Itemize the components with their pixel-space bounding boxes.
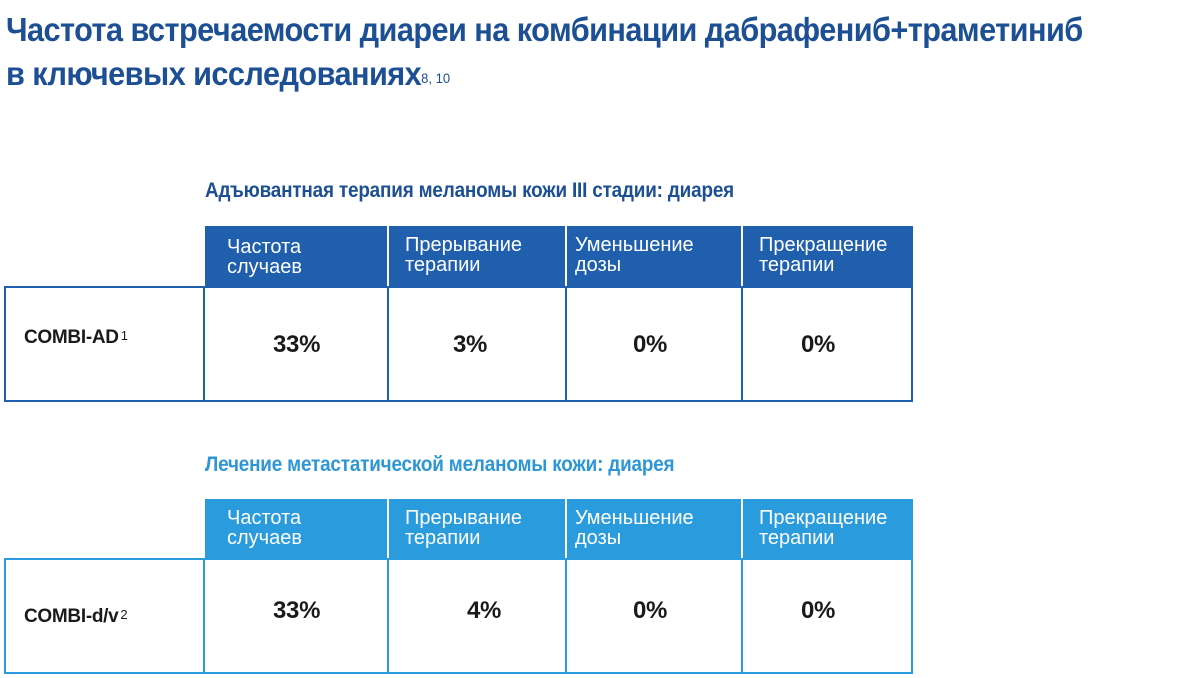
study-reference: 1 — [120, 327, 128, 343]
header-interruption: Прерывание терапии — [389, 226, 567, 287]
value-incidence: 33% — [205, 560, 389, 672]
value-incidence: 33% — [205, 288, 389, 400]
header-discontinuation: Прекращение терапии — [759, 234, 888, 276]
section-title-adjuvant: Адъювантная терапия меланомы кожи III ст… — [205, 179, 735, 202]
study-name: COMBI-AD — [24, 327, 119, 348]
study-name-cell: COMBI-d/v 2 — [6, 560, 205, 672]
study-name-cell: COMBI-AD 1 — [6, 288, 205, 400]
table-row-combi-ad: COMBI-AD 1 33% 3% 0% 0% — [4, 286, 913, 402]
value-interruption: 4% — [389, 560, 567, 672]
value-interruption: 3% — [389, 288, 567, 400]
section-title-metastatic: Лечение метастатической меланомы кожи: д… — [205, 453, 675, 476]
title-references: 8, 10 — [421, 70, 451, 86]
page-title: Частота встречаемости диареи на комбинац… — [6, 8, 1113, 96]
header-dose-reduction: Уменьшение дозы — [567, 226, 743, 287]
value-discontinuation: 0% — [801, 597, 836, 624]
table-header-metastatic: Частота случаев Прерывание терапии Умень… — [205, 499, 913, 560]
value-dose-reduction: 0% — [567, 560, 743, 672]
header-incidence: Частота случаев — [205, 499, 389, 560]
value-dose-reduction: 0% — [567, 288, 743, 400]
header-dose-reduction: Уменьшение дозы — [567, 499, 743, 560]
page-title-line1: Частота встречаемости диареи на комбинац… — [6, 11, 1083, 48]
header-discontinuation: Прекращение терапии — [759, 507, 888, 549]
study-name: COMBI-d/v — [24, 606, 119, 627]
table-row-combi-dv: COMBI-d/v 2 33% 4% 0% 0% — [4, 558, 913, 674]
study-reference: 2 — [120, 606, 128, 622]
header-interruption: Прерывание терапии — [389, 499, 567, 560]
value-discontinuation: 0% — [801, 331, 836, 358]
table-header-adjuvant: Частота случаев Прерывание терапии Умень… — [205, 226, 913, 287]
header-incidence: Частота случаев — [205, 226, 389, 287]
page-title-line2: в ключевых исследованиях — [6, 55, 422, 92]
